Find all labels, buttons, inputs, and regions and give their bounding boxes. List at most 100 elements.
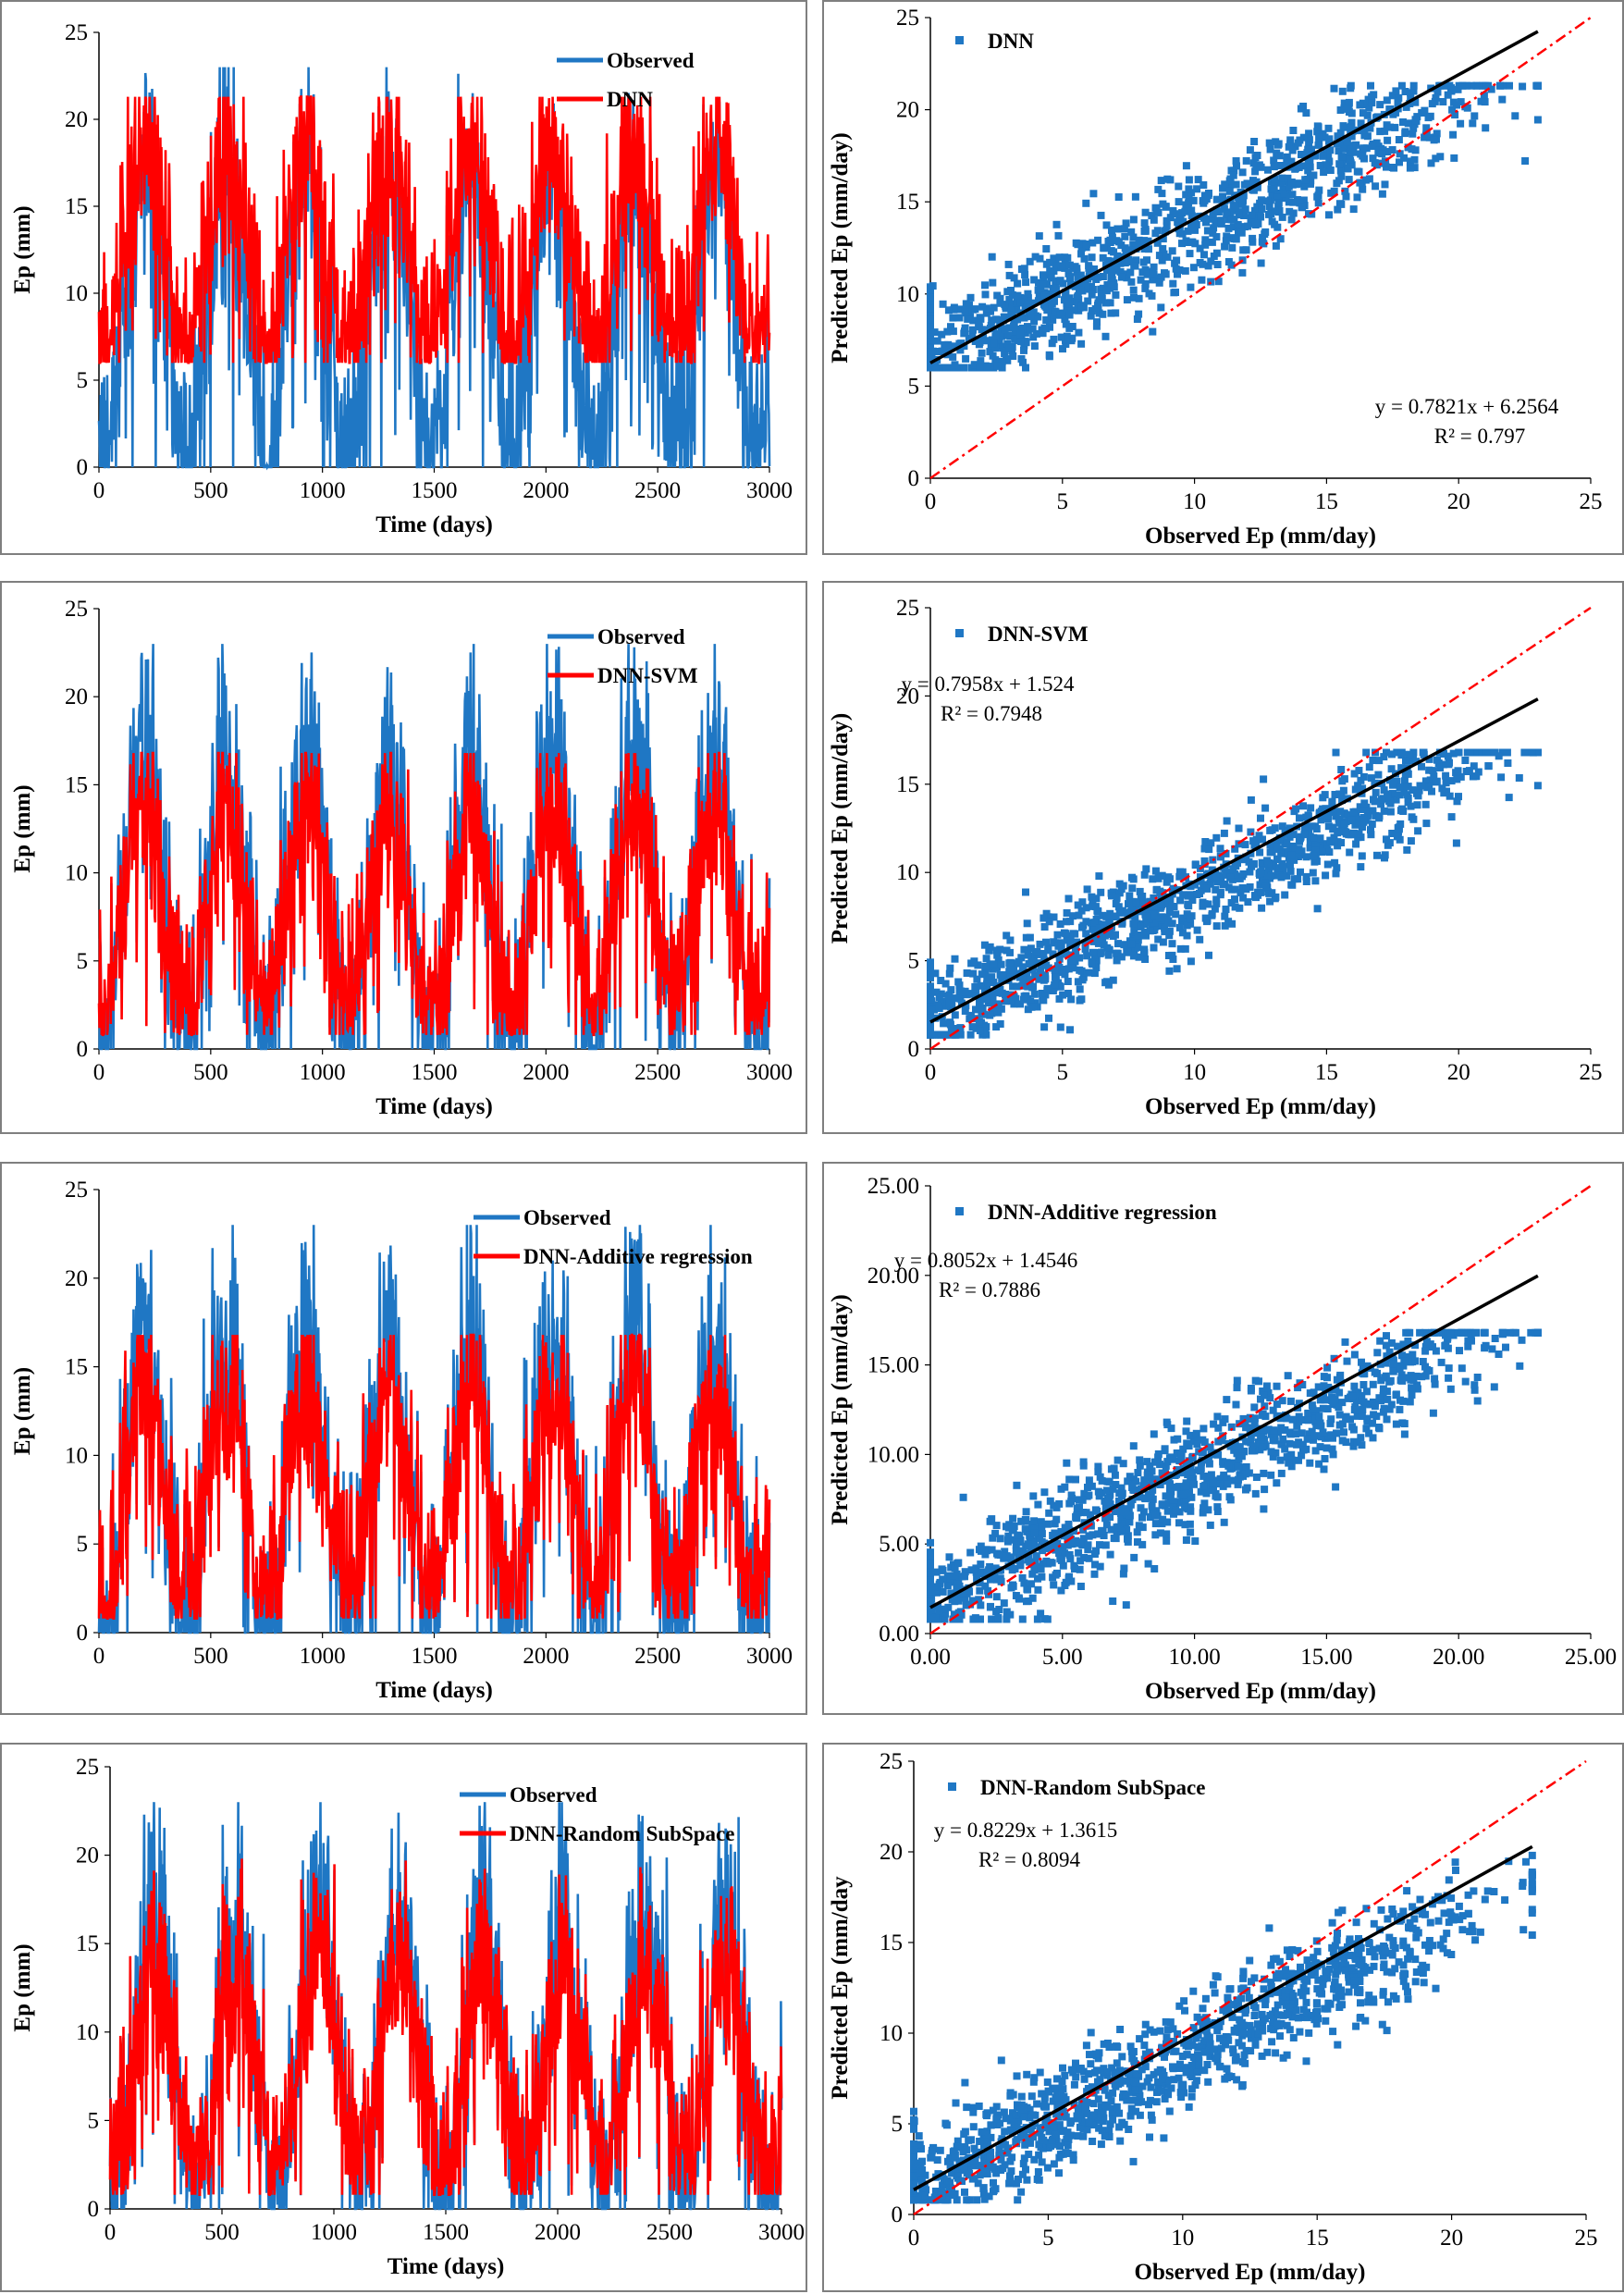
scatter-point bbox=[935, 1607, 943, 1615]
scatter-point bbox=[1108, 226, 1115, 234]
scatter-point bbox=[1440, 1909, 1448, 1918]
scatter-point bbox=[1162, 227, 1169, 235]
scatter-point bbox=[1420, 748, 1428, 757]
scatter-point bbox=[1404, 798, 1412, 807]
scatter-point bbox=[961, 1007, 969, 1015]
scatter-point bbox=[1121, 244, 1129, 253]
scatter-point bbox=[1179, 1490, 1187, 1498]
scatter-point bbox=[1295, 164, 1303, 171]
scatter-point bbox=[1213, 1412, 1222, 1421]
scatter-point bbox=[1149, 267, 1157, 276]
scatter-point bbox=[1296, 837, 1303, 845]
scatter-point bbox=[1246, 146, 1254, 154]
scatter-point bbox=[1040, 923, 1049, 931]
scatter-point bbox=[1136, 1493, 1144, 1501]
scatter-point bbox=[938, 1565, 946, 1573]
scatter-point bbox=[1367, 826, 1374, 834]
scatter-point bbox=[1440, 750, 1447, 758]
scatter-point bbox=[982, 309, 990, 317]
scatter-point bbox=[968, 1597, 977, 1605]
x-tick-label: 1500 bbox=[412, 1644, 458, 1669]
scatter-point bbox=[1495, 81, 1504, 90]
scatter-point bbox=[978, 349, 986, 357]
scatter-point bbox=[1442, 771, 1450, 780]
scatter-point bbox=[1130, 1553, 1138, 1561]
scatter-point bbox=[1337, 1992, 1346, 2001]
scatter-point bbox=[1447, 1912, 1456, 1920]
scatter-point bbox=[1244, 222, 1252, 230]
scatter-point bbox=[1436, 764, 1445, 771]
scatter-point bbox=[1102, 912, 1111, 920]
scatter-point bbox=[1098, 2103, 1105, 2111]
scatter-point bbox=[1167, 1424, 1175, 1433]
scatter-point bbox=[989, 2163, 997, 2171]
scatter-point bbox=[1208, 911, 1216, 919]
scatter-point bbox=[1326, 1419, 1335, 1427]
scatter-point bbox=[935, 993, 943, 1002]
scatter-point bbox=[1042, 2115, 1050, 2123]
scatter-point bbox=[1018, 1615, 1027, 1623]
scatter-point bbox=[1036, 254, 1044, 263]
scatter-point bbox=[1266, 874, 1273, 882]
scatter-point bbox=[1163, 2033, 1171, 2041]
scatter-point bbox=[1296, 814, 1303, 822]
scatter-point bbox=[1506, 81, 1513, 90]
scatter-point bbox=[1242, 1424, 1250, 1432]
scatter-point bbox=[1358, 1358, 1365, 1366]
scatter-point bbox=[1146, 1462, 1154, 1470]
scatter-point bbox=[1096, 1473, 1104, 1481]
scatter-point bbox=[1472, 772, 1481, 781]
scatter-point bbox=[1385, 1405, 1394, 1413]
scatter-point bbox=[1009, 1582, 1017, 1590]
y-tick-label: 10 bbox=[65, 861, 88, 886]
scatter-point bbox=[1353, 167, 1361, 176]
scatter-point bbox=[1209, 228, 1217, 237]
scatter-point bbox=[1161, 2095, 1169, 2103]
scatter-point bbox=[1040, 2093, 1049, 2102]
scatter-point bbox=[1049, 950, 1057, 958]
scatter-point bbox=[1470, 1386, 1479, 1394]
scatter-point bbox=[1297, 1988, 1305, 1996]
scatter-point bbox=[1144, 1494, 1151, 1502]
scatter-point bbox=[1142, 865, 1150, 873]
scatter-point bbox=[1012, 1547, 1020, 1555]
scatter-point bbox=[1347, 124, 1355, 132]
y-tick-label: 10 bbox=[896, 282, 919, 307]
scatter-point bbox=[1426, 776, 1434, 784]
scatter-point bbox=[1386, 776, 1394, 784]
scatter-point bbox=[1078, 898, 1087, 906]
scatter-point bbox=[1040, 324, 1049, 332]
scatter-point bbox=[1077, 995, 1086, 1004]
scatter-point bbox=[1167, 1487, 1175, 1496]
scatter-point bbox=[1408, 1384, 1416, 1392]
scatter-point bbox=[1344, 105, 1352, 113]
legend-label-model: DNN-Additive regression bbox=[523, 1245, 753, 1268]
scatter-point bbox=[983, 995, 991, 1004]
scatter-point bbox=[1473, 1374, 1482, 1381]
scatter-point bbox=[1222, 849, 1230, 857]
scatter-point bbox=[1038, 1523, 1046, 1531]
scatter-point bbox=[1153, 2089, 1161, 2096]
scatter-point bbox=[941, 1610, 949, 1618]
scatter-point bbox=[1232, 180, 1240, 189]
scatter-point bbox=[939, 1587, 947, 1596]
scatter-point bbox=[1461, 757, 1470, 764]
scatter-point bbox=[1165, 931, 1174, 940]
scatter-point bbox=[1191, 226, 1199, 234]
scatter-point bbox=[1349, 205, 1358, 214]
scatter-point bbox=[1334, 1930, 1341, 1937]
scatter-point bbox=[1251, 1489, 1260, 1498]
scatter-point bbox=[1316, 834, 1324, 843]
scatter-point bbox=[1245, 179, 1253, 188]
scatter-point bbox=[983, 975, 991, 983]
scatter-point bbox=[1119, 1570, 1127, 1578]
scatter-point bbox=[1367, 1400, 1374, 1408]
scatter-point bbox=[1061, 315, 1069, 324]
scatter-point bbox=[1016, 1000, 1024, 1008]
scatter-point bbox=[1089, 239, 1097, 247]
scatter-point bbox=[1277, 1440, 1286, 1449]
scatter-point bbox=[1070, 1561, 1078, 1570]
scatter-point bbox=[1204, 2078, 1212, 2086]
scatter-point bbox=[1182, 191, 1190, 199]
scatter-point bbox=[1273, 141, 1282, 149]
